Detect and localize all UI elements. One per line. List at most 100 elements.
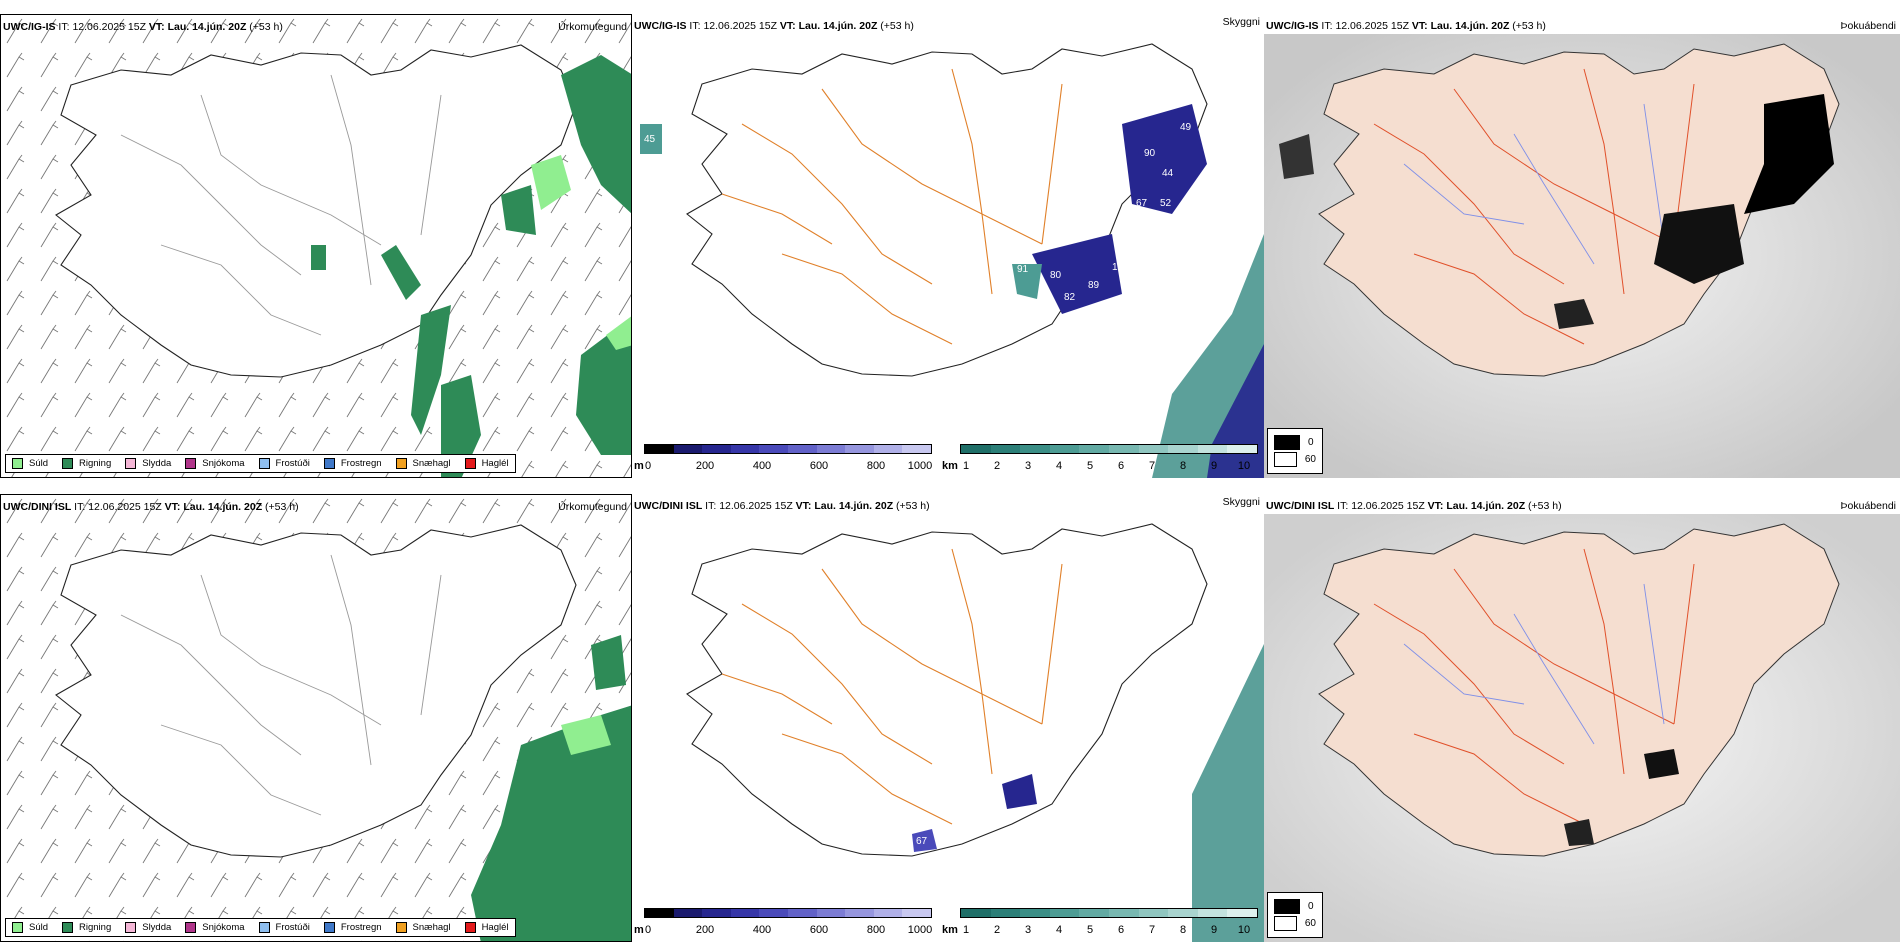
legend-swatch [258,458,270,469]
legend-item: Frostúði [258,922,310,933]
colorbar-tick: 0 [644,460,652,472]
panel-header: UWC/DINI ISL IT: 12.06.2025 15Z VT: Lau.… [3,501,299,513]
colorbar-tick: 6 [1117,460,1125,472]
colorbar-unit: km [942,924,958,936]
fog-map [1264,34,1900,478]
legend-swatch [323,458,335,469]
cloud-label: 91 [1017,264,1029,275]
colorbar-tick: 0 [644,924,652,936]
colorbar-tick: 3 [1024,924,1032,936]
precip-panel-row1: UWC/IG-IS IT: 12.06.2025 15Z VT: Lau. 14… [0,14,632,478]
legend-swatch [62,458,74,469]
cloud-label: 52 [1160,198,1172,209]
colorbar-tick: 9 [1210,460,1218,472]
legend-item: Snjókoma [185,922,245,933]
legend-item: Súld [12,922,48,933]
fog-panel-row1: UWC/IG-IS IT: 12.06.2025 15Z VT: Lau. 14… [1264,14,1900,478]
colorbar-tick: 1 [962,460,970,472]
legend-item: Rigning [62,922,111,933]
cloud-base-colorbar: m 0 200 400 600 800 1000 [634,908,936,936]
legend-swatch [464,922,476,933]
legend-item: Rigning [62,458,111,469]
visibility-colorbar: km 1 2 3 4 5 6 7 8 9 10 [942,908,1260,936]
panel-title: Skyggni [1222,496,1260,508]
panel-title: Þokuábendi [1840,500,1896,512]
colorbar-tick: 4 [1055,924,1063,936]
cloud-label: 90 [1144,148,1156,159]
legend-item: 60 [1274,916,1316,931]
cloud-label: 67 [1136,198,1148,209]
legend-item: Haglél [464,458,509,469]
legend-item: Snæhagl [395,458,451,469]
colorbar-unit: m [634,924,644,936]
legend-swatch [1274,899,1300,914]
cloud-label: 89 [1088,280,1100,291]
cloud-base-colorbar: m 0 200 400 600 800 1000 [634,444,936,472]
visibility-colorbar: km 1 2 3 4 5 6 7 8 9 10 [942,444,1260,472]
legend-swatch [62,922,74,933]
colorbar-tick: 8 [1179,924,1187,936]
legend-item: Slydda [125,922,171,933]
panel-header: UWC/IG-IS IT: 12.06.2025 15Z VT: Lau. 14… [1266,20,1546,32]
panel-title: Úrkomutegund [558,501,627,513]
cloud-label: 82 [1064,292,1076,303]
cloud-label: 49 [1180,122,1192,133]
precip-legend: Súld Rigning Slydda Snjókoma Frostúði Fr… [5,454,516,473]
legend-item: Slydda [125,458,171,469]
cloud-labels: 45 49 90 44 67 52 91 80 82 89 105 [644,122,1192,303]
colorbar-tick: 600 [809,924,829,936]
colorbar-tick: 8 [1179,460,1187,472]
colorbar-tick: 800 [866,924,886,936]
colorbar-tick: 7 [1148,460,1156,472]
panel-header: UWC/DINI ISL IT: 12.06.2025 15Z VT: Lau.… [1266,500,1562,512]
colorbar-tick: 5 [1086,460,1094,472]
legend-item: Haglél [464,922,509,933]
legend-item: Súld [12,458,48,469]
colorbar-tick: 1000 [907,460,933,472]
colorbar-tick: 1 [962,924,970,936]
colorbar-tick: 5 [1086,924,1094,936]
cloud-panel-row1: UWC/IG-IS IT: 12.06.2025 15Z VT: Lau. 14… [632,14,1264,478]
panel-header: UWC/IG-IS IT: 12.06.2025 15Z VT: Lau. 14… [3,21,283,33]
legend-item: 60 [1274,452,1316,467]
legend-item: Frostúði [258,458,310,469]
colorbar-tick: 10 [1237,460,1251,472]
legend-swatch [1274,452,1297,467]
colorbar-tick: 7 [1148,924,1156,936]
colorbar-tick: 200 [695,460,715,472]
cloud-map [686,523,1264,942]
colorbar-tick: 3 [1024,460,1032,472]
legend-swatch [12,922,23,933]
panel-header: UWC/DINI ISL IT: 12.06.2025 15Z VT: Lau.… [634,500,930,512]
cloud-label: 105 [1112,262,1129,273]
colorbar-tick: 2 [993,460,1001,472]
legend-item: Frostregn [323,922,382,933]
colorbar-tick: 200 [695,924,715,936]
legend-swatch [12,458,23,469]
legend-swatch [395,922,407,933]
colorbar-tick: 800 [866,460,886,472]
legend-item: 0 [1274,435,1316,450]
precip-map [1,495,631,941]
colorbar-tick: 9 [1210,924,1218,936]
legend-swatch [185,922,197,933]
colorbar-tick: 4 [1055,460,1063,472]
legend-item: 0 [1274,899,1316,914]
colorbar-tick: 2 [993,924,1001,936]
legend-swatch [185,458,197,469]
legend-item: Snjókoma [185,458,245,469]
colorbar-tick: 6 [1117,924,1125,936]
precip-map [1,15,631,477]
legend-swatch [323,922,335,933]
legend-item: Snæhagl [395,922,451,933]
cloud-labels: 67 [916,836,928,847]
colorbar-tick: 600 [809,460,829,472]
fog-legend: 0 60 [1267,428,1323,474]
fog-legend: 0 60 [1267,892,1323,938]
colorbar-tick: 400 [752,924,772,936]
colorbar-unit: km [942,460,958,472]
panel-title: Skyggni [1222,16,1260,28]
colorbar-unit: m [634,460,644,472]
legend-swatch [464,458,476,469]
colorbar-tick: 400 [752,460,772,472]
